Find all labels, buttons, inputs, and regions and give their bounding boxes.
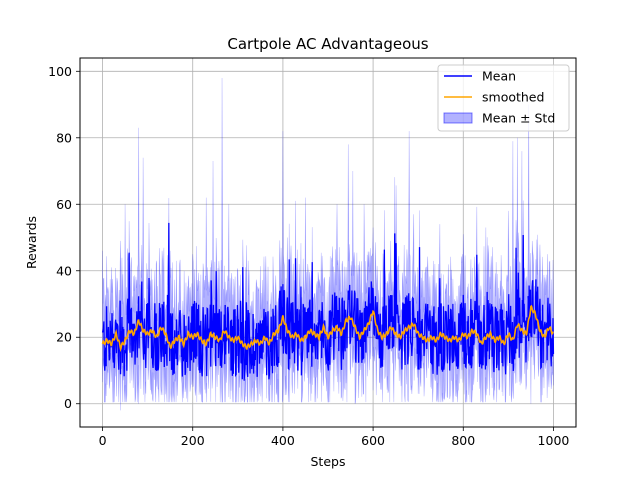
mean-line bbox=[101, 222, 555, 381]
legend-band-swatch bbox=[443, 112, 473, 124]
y-tick-label: 0 bbox=[64, 396, 72, 411]
smoothed-series-path bbox=[101, 304, 554, 353]
legend-smoothed-label: smoothed bbox=[482, 90, 544, 105]
x-axis: 0 200 400 600 800 1000 bbox=[99, 427, 570, 448]
x-tick-label: 800 bbox=[451, 433, 475, 448]
x-tick-label: 1000 bbox=[538, 433, 570, 448]
y-tick-label: 20 bbox=[56, 330, 72, 345]
x-tick-label: 600 bbox=[361, 433, 385, 448]
legend-band-label: Mean ± Std bbox=[482, 111, 555, 126]
plot-frame bbox=[79, 57, 577, 428]
y-tick-label: 80 bbox=[56, 130, 72, 145]
x-tick-label: 400 bbox=[271, 433, 295, 448]
y-tick-label: 60 bbox=[56, 197, 72, 212]
x-tick-label: 0 bbox=[99, 433, 107, 448]
y-axis-label: Rewards bbox=[24, 216, 39, 269]
y-axis: 0 20 40 60 80 100 bbox=[48, 64, 80, 411]
smoothed-line bbox=[101, 304, 554, 353]
legend-box bbox=[437, 64, 570, 132]
y-tick-label: 40 bbox=[56, 263, 72, 278]
x-axis-label: Steps bbox=[311, 454, 346, 469]
y-tick-label: 100 bbox=[48, 64, 72, 79]
x-tick-label: 200 bbox=[181, 433, 205, 448]
legend: Mean smoothed Mean ± Std bbox=[437, 64, 570, 132]
legend-mean-label: Mean bbox=[482, 69, 516, 84]
chart-title: Cartpole AC Advantageous bbox=[227, 35, 428, 53]
mean-series-path bbox=[101, 222, 555, 381]
